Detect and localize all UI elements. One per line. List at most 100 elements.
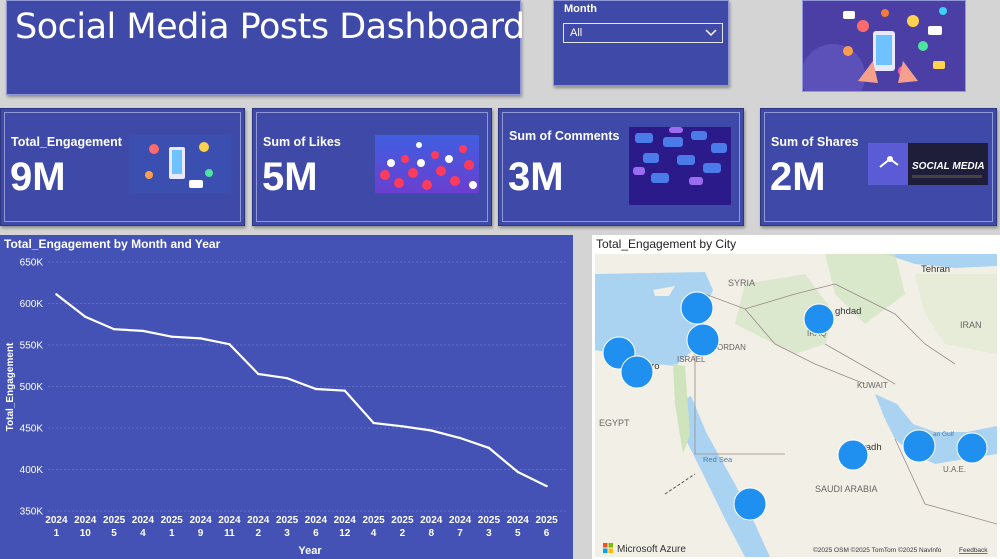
month-slicer-label: Month	[564, 3, 597, 15]
map-label-gulf: an Gulf	[933, 431, 954, 438]
map-panel: Total_Engagement by City	[592, 235, 1000, 559]
x-tick-month: 5	[515, 528, 521, 539]
x-tick-year: 2024	[420, 515, 443, 526]
city-bubble[interactable]	[620, 355, 654, 389]
title-panel: Social Media Posts Dashboard	[6, 0, 525, 95]
kpi-likes-image	[375, 135, 479, 193]
map-label-baghdad: ghdad	[835, 306, 861, 317]
x-tick-month: 11	[224, 528, 235, 539]
x-axis-title: Year	[298, 545, 322, 557]
data-point	[285, 377, 289, 380]
kpi-value: 5M	[262, 155, 318, 199]
data-point	[55, 293, 58, 296]
social-media-text: SOCIAL MEDIA	[912, 161, 985, 172]
x-tick-year: 2025	[103, 515, 126, 526]
data-point	[545, 484, 548, 488]
x-tick-year: 2025	[535, 515, 558, 526]
x-tick-year: 2025	[161, 515, 184, 526]
kpi-engagement-image	[129, 135, 231, 193]
kpi-card-comments: Sum of Comments 3M	[498, 108, 744, 226]
city-bubble[interactable]	[956, 432, 988, 464]
y-tick-label: 400K	[20, 465, 44, 476]
x-tick-year: 2024	[45, 515, 68, 526]
city-bubble[interactable]	[686, 323, 720, 357]
data-point	[141, 329, 145, 333]
x-tick-year: 2024	[305, 515, 328, 526]
map-label-riyadh: yadh	[861, 442, 882, 453]
x-tick-month: 2	[400, 528, 406, 539]
x-tick-month: 6	[313, 528, 319, 539]
x-tick-month: 3	[284, 528, 290, 539]
map-feedback-link[interactable]: Feedback	[959, 547, 988, 554]
y-axis-title: Total_Engagement	[5, 342, 16, 431]
kpi-shares-image: SOCIAL MEDIA	[868, 143, 988, 185]
map-label-syria: SYRIA	[728, 278, 755, 288]
y-tick-label: 500K	[20, 382, 44, 393]
map-title: Total_Engagement by City	[596, 237, 737, 251]
city-bubble[interactable]	[902, 429, 936, 463]
x-tick-month: 6	[544, 528, 550, 539]
map-brand: Microsoft Azure	[617, 544, 686, 555]
data-point	[516, 470, 519, 474]
city-bubble[interactable]	[733, 487, 767, 521]
chart-title: Total_Engagement by Month and Year	[4, 237, 221, 251]
kpi-value: 9M	[10, 155, 66, 199]
map-label-iran: IRAN	[960, 320, 982, 330]
map-label-saudi-arabia: SAUDI ARABIA	[815, 484, 878, 494]
x-tick-month: 1	[54, 528, 60, 539]
chevron-down-icon[interactable]	[704, 25, 718, 39]
line-chart[interactable]: 650K600K550K500K450K400K350K202412024102…	[0, 235, 573, 559]
city-bubble[interactable]	[803, 303, 835, 335]
map-label-egypt: EGYPT	[599, 418, 630, 428]
map-area[interactable]: Tehran SYRIA IRAQ ghdad ISRAEL JORDAN IR…	[595, 254, 997, 557]
city-bubble[interactable]	[837, 439, 869, 471]
x-tick-year: 2024	[189, 515, 212, 526]
x-tick-month: 8	[428, 528, 434, 539]
data-point	[170, 335, 173, 338]
y-tick-label: 550K	[20, 341, 44, 352]
hero-social-illustration	[802, 0, 966, 92]
page-title: Social Media Posts Dashboard	[15, 7, 525, 47]
x-tick-year: 2024	[74, 515, 97, 526]
kpi-card-shares: Sum of Shares 2M SOCIAL MEDIA	[760, 108, 997, 226]
x-tick-month: 3	[486, 528, 492, 539]
data-point	[112, 328, 116, 331]
x-tick-year: 2025	[362, 515, 385, 526]
x-tick-month: 9	[198, 528, 204, 539]
map-label-uae: U.A.E.	[943, 465, 966, 474]
x-tick-month: 2	[255, 528, 261, 539]
data-point	[343, 389, 346, 392]
kpi-label: Sum of Shares	[771, 135, 859, 149]
map-label-cairo: iro	[649, 361, 660, 372]
map-label-red-sea: Red Sea	[703, 455, 733, 464]
x-tick-year: 2025	[276, 515, 299, 526]
x-tick-year: 2025	[391, 515, 414, 526]
x-tick-month: 12	[339, 528, 351, 539]
data-point	[401, 425, 404, 428]
y-tick-label: 600K	[20, 299, 44, 310]
series-line	[55, 293, 548, 488]
x-tick-month: 5	[111, 528, 117, 539]
data-point	[228, 342, 231, 346]
y-tick-label: 650K	[20, 258, 44, 269]
x-tick-month: 4	[371, 528, 377, 539]
month-dropdown[interactable]: All	[563, 23, 723, 43]
kpi-comments-image	[629, 127, 731, 205]
city-bubble[interactable]	[680, 291, 714, 325]
month-dropdown-value: All	[570, 27, 583, 39]
data-point	[430, 429, 433, 432]
map-label-kuwait: KUWAIT	[857, 381, 888, 390]
kpi-card-likes: Sum of Likes 5M	[252, 108, 492, 226]
data-point	[314, 387, 318, 391]
x-tick-year: 2024	[334, 515, 357, 526]
y-tick-label: 350K	[20, 507, 44, 518]
map-label-jordan: JORDAN	[713, 343, 746, 352]
x-tick-month: 10	[80, 528, 92, 539]
map-attribution: ©2025 OSM ©2025 TomTom ©2025 NavInfo	[813, 546, 942, 554]
x-tick-month: 7	[457, 528, 463, 539]
x-tick-month: 4	[140, 528, 146, 539]
data-point	[84, 315, 87, 318]
x-tick-year: 2024	[218, 515, 241, 526]
kpi-value: 3M	[508, 155, 564, 199]
data-point	[487, 446, 491, 450]
